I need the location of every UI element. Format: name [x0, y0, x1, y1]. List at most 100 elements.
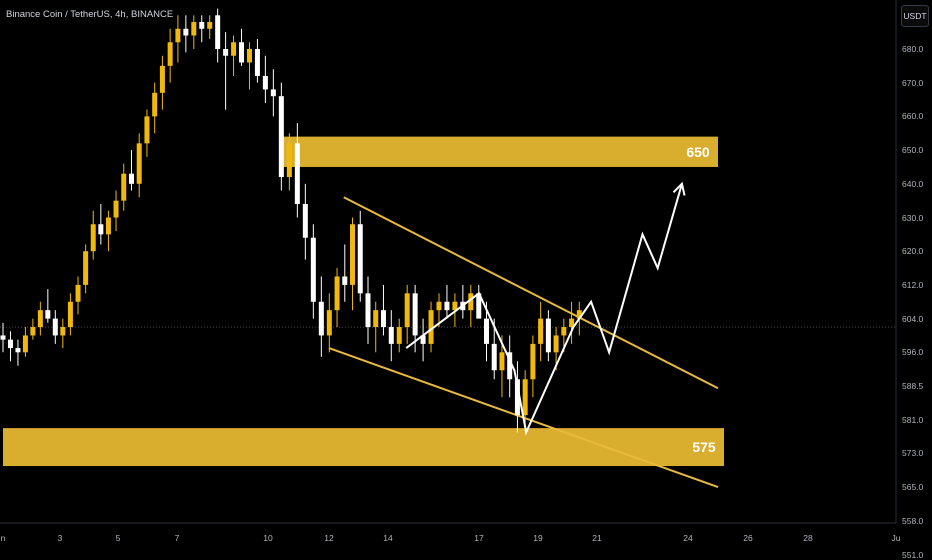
candle-body	[491, 343, 497, 371]
candle-body	[67, 301, 73, 328]
y-tick-label: 680.0	[902, 44, 924, 54]
candle-body	[191, 22, 197, 36]
candle-body	[22, 335, 28, 353]
candle-body	[530, 343, 536, 380]
candle-body	[128, 173, 134, 184]
candle-body	[199, 22, 205, 29]
candle-body	[231, 42, 237, 56]
candle-body	[15, 348, 21, 353]
candle-body	[83, 251, 89, 285]
candle-body	[576, 310, 582, 319]
candle-body	[342, 276, 348, 285]
candle-body	[152, 92, 158, 117]
candle-body	[468, 293, 474, 311]
candle-body	[37, 310, 43, 328]
candle-body	[404, 293, 410, 328]
zone-label: 575	[692, 439, 716, 456]
y-tick-label: 640.0	[902, 178, 924, 189]
y-tick-label: 630.0	[902, 212, 924, 223]
candle-body	[318, 301, 324, 336]
candle-body	[436, 301, 442, 311]
x-tick-label: n	[0, 533, 6, 543]
x-tick-label: 17	[474, 533, 484, 543]
y-tick-label: 650.0	[902, 145, 924, 156]
y-tick-label: 620.0	[902, 246, 924, 257]
x-tick-label: 14	[383, 533, 393, 543]
candle-body	[499, 352, 505, 371]
candle-body	[75, 284, 81, 302]
currency-button[interactable]: USDT	[901, 5, 929, 27]
candle-body	[569, 318, 575, 328]
candle-body	[270, 89, 276, 97]
candle-body	[159, 65, 165, 93]
y-tick-label: 558.0	[902, 515, 924, 526]
y-tick-label: 604.0	[902, 313, 924, 324]
candle-body	[483, 318, 489, 344]
x-tick-label: 19	[533, 533, 543, 543]
candle-body	[357, 224, 363, 294]
arrowhead-icon	[672, 181, 686, 196]
candle-body	[444, 301, 450, 311]
candle-body	[428, 310, 434, 344]
support-resistance-zones	[3, 136, 724, 467]
candle-body	[286, 143, 292, 178]
candle-body	[167, 42, 173, 66]
x-tick-label: 7	[174, 533, 180, 543]
zone-rect	[3, 428, 724, 467]
candle-body	[113, 200, 119, 218]
candle-body	[365, 293, 371, 328]
candle-body	[452, 301, 458, 311]
chart-title: Binance Coin / TetherUS, 4h, BINANCE	[6, 9, 174, 20]
candle-body	[507, 352, 513, 380]
candle-body	[121, 173, 127, 201]
candle-body	[207, 22, 213, 29]
candle-body	[223, 49, 229, 56]
candle-body	[0, 335, 6, 340]
y-tick-label: 551.0	[902, 549, 924, 560]
candle-body	[52, 318, 58, 336]
candle-body	[45, 310, 51, 319]
trendline	[343, 196, 719, 390]
candle-body	[561, 327, 567, 336]
candle-body	[334, 276, 340, 311]
candle-body	[310, 237, 316, 302]
candle-body	[350, 224, 356, 285]
candle-body	[175, 28, 181, 43]
projection-path	[405, 181, 686, 436]
x-tick-label: 3	[57, 533, 63, 543]
zone-rect	[283, 136, 718, 167]
candle-body	[136, 143, 142, 184]
candle-body	[388, 327, 394, 344]
x-tick-label: 10	[263, 533, 273, 543]
candle-body	[373, 310, 379, 328]
candle-body	[7, 339, 13, 349]
candle-body	[545, 318, 551, 353]
x-tick-label: Ju	[891, 533, 901, 543]
candle-body	[553, 335, 559, 353]
y-tick-label: 596.0	[902, 347, 924, 358]
candlestick-series	[0, 8, 582, 433]
candle-body	[254, 49, 260, 76]
candle-body	[60, 327, 66, 336]
candle-body	[90, 224, 96, 252]
y-tick-label: 565.0	[902, 482, 924, 493]
candle-body	[278, 96, 284, 178]
x-tick-label: 12	[324, 533, 334, 543]
candle-body	[105, 217, 111, 235]
y-tick-label: 670.0	[902, 77, 924, 88]
candle-body	[98, 224, 104, 235]
candle-body	[302, 204, 308, 238]
zone-label: 650	[686, 143, 710, 160]
y-tick-label: 573.0	[902, 448, 924, 459]
chart-axes	[0, 0, 897, 524]
candle-body	[476, 293, 482, 319]
candle-body	[144, 116, 150, 144]
y-tick-label: 612.0	[902, 279, 924, 290]
y-tick-label: 581.0	[902, 414, 924, 425]
x-tick-label: 26	[743, 533, 753, 543]
candle-body	[239, 42, 245, 63]
candle-body	[412, 293, 418, 336]
candle-body	[514, 379, 520, 416]
candle-body	[246, 49, 252, 63]
